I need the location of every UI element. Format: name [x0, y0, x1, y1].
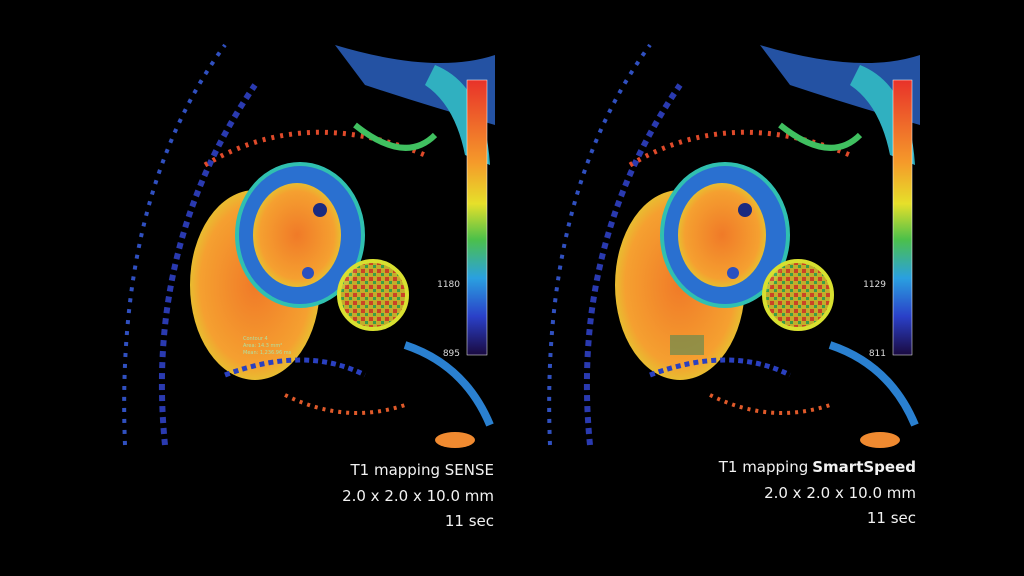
caption-line: 2.0 x 2.0 x 10.0 mm [342, 486, 494, 505]
contour-label: Contour 4 [243, 336, 268, 342]
caption: T1 mapping SmartSpeed 2.0 x 2.0 x 10.0 mm… [719, 455, 916, 532]
caption-line: 2.0 x 2.0 x 10.0 mm [764, 483, 916, 502]
color-scale [892, 79, 913, 356]
contour-label: Area: 14.3 mm² [243, 343, 282, 349]
mri-image: 1129 811 [530, 45, 920, 448]
caption-text: T1 mapping [718, 458, 809, 476]
caption: T1 mapping SENSE 2.0 x 2.0 x 10.0 mm 11 … [342, 458, 494, 535]
scale-label: 811 [869, 349, 886, 359]
scale-label: 1129 [863, 280, 886, 290]
color-scale [466, 79, 488, 356]
scale-label: 1180 [437, 280, 460, 290]
caption-line: 11 sec [444, 512, 494, 530]
caption-line: T1 mapping SmartSpeed [719, 455, 916, 481]
caption-line: T1 mapping SENSE [350, 461, 494, 479]
caption-line: 11 sec [866, 509, 916, 527]
caption-bold: SmartSpeed [812, 458, 916, 476]
contour-label: Mean: 1,236.96 ms [243, 350, 292, 356]
scale-label: 895 [443, 349, 460, 359]
mri-image: 1180 895 Contour 4 Area: 14.3 mm² Mean: … [105, 45, 495, 448]
